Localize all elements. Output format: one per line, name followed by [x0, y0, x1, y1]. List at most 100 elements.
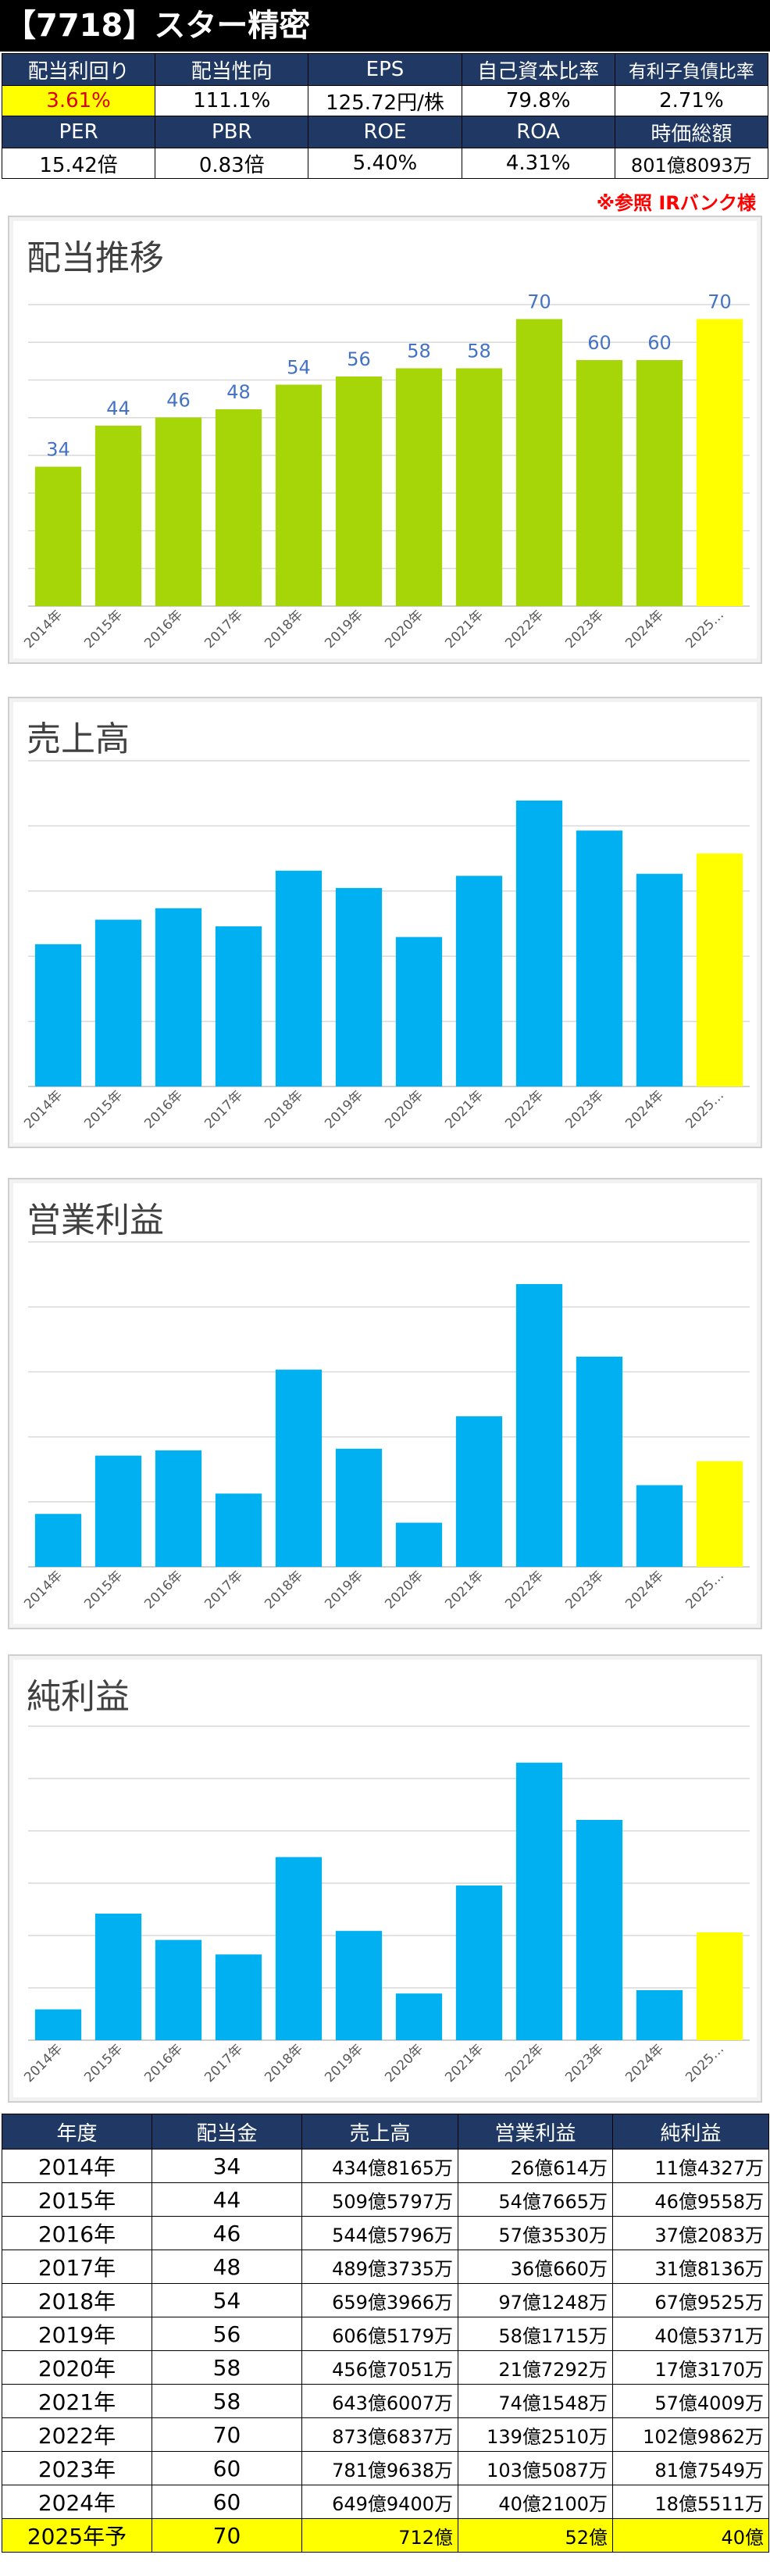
- dividend-cell: 58: [152, 2384, 302, 2418]
- bar: [215, 409, 262, 606]
- net-profit-cell: 40億5371万: [612, 2317, 769, 2351]
- net-profit-cell: 37億2083万: [612, 2216, 769, 2250]
- x-tick-label: 2025…: [683, 1568, 727, 1612]
- x-tick-label: 2025…: [683, 2041, 727, 2085]
- x-tick-label: 2021年: [442, 607, 487, 651]
- x-tick-label: 2014年: [21, 1568, 66, 1612]
- sales-cell: 659億3966万: [301, 2283, 458, 2317]
- bar: [455, 368, 503, 606]
- x-tick-label: 2023年: [562, 2041, 607, 2085]
- dividend-chart: 34 2014年 44 2015年 46 2016年 48 2017年 54 2018年 56 201…: [21, 291, 750, 651]
- x-tick-label: 2018年: [262, 2041, 306, 2085]
- sales-cell: 712億: [301, 2518, 458, 2553]
- dividend-cell: 46: [152, 2216, 302, 2250]
- x-tick-label: 2019年: [322, 607, 366, 651]
- x-tick-label: 2015年: [81, 2041, 126, 2085]
- column-header: 営業利益: [458, 2114, 613, 2150]
- data-label: 44: [106, 398, 130, 419]
- metric-label: 配当利回り: [1, 53, 156, 86]
- metric-label: ROA: [461, 116, 615, 148]
- x-tick-label: 2022年: [502, 2041, 547, 2085]
- bar: [34, 466, 82, 606]
- sales-cell: 873億6837万: [301, 2417, 458, 2452]
- x-tick-label: 2020年: [382, 2041, 426, 2085]
- dividend-yield-value: 3.61%: [1, 85, 156, 116]
- chart-title: 営業利益: [27, 1201, 164, 1240]
- sales-cell: 649億9400万: [301, 2485, 458, 2519]
- year-cell: 2023年: [2, 2451, 152, 2485]
- table-row: 2023年 60 781億9638万 103億5087万 81億7549万: [2, 2451, 769, 2485]
- year-cell: 2017年: [2, 2250, 152, 2284]
- chart-title: 配当推移: [27, 238, 164, 278]
- x-tick-label: 2015年: [81, 1087, 126, 1132]
- x-tick-label: 2020年: [382, 1087, 426, 1132]
- bar: [155, 1450, 202, 1567]
- sales-cell: 643億6007万: [301, 2384, 458, 2418]
- bar: [275, 384, 323, 606]
- table-row: 2019年 56 606億5179万 58億1715万 40億5371万: [2, 2317, 769, 2351]
- x-tick-label: 2015年: [81, 1568, 126, 1612]
- forecast-row: 2025年予 70 712億 52億 40億: [2, 2518, 769, 2553]
- bar: [636, 873, 683, 1086]
- metric-label: ROE: [308, 116, 462, 148]
- x-tick-label: 2019年: [322, 1087, 366, 1132]
- bar: [636, 360, 683, 606]
- x-tick-label: 2014年: [21, 2041, 66, 2085]
- net-profit-cell: 40億: [612, 2518, 769, 2553]
- x-tick-label: 2015年: [81, 607, 126, 651]
- net-profit-cell: 31億8136万: [612, 2250, 769, 2284]
- column-header: 配当金: [152, 2114, 302, 2150]
- data-label: 34: [46, 439, 70, 461]
- x-tick-label: 2022年: [502, 1568, 547, 1612]
- metrics-value-row-1: 3.61% 111.1% 125.72円/株 79.8% 2.71%: [1, 85, 769, 116]
- net-profit-cell: 11億4327万: [612, 2149, 769, 2183]
- bar: [34, 1514, 82, 1567]
- net-profit-cell: 102億9862万: [612, 2417, 769, 2452]
- bar: [94, 426, 142, 606]
- table-row: 2021年 58 643億6007万 74億1548万 57億4009万: [2, 2384, 769, 2418]
- dividend-cell: 70: [152, 2518, 302, 2553]
- bar: [576, 1356, 623, 1567]
- x-tick-label: 2018年: [262, 1568, 306, 1612]
- forecast-bar: [696, 853, 743, 1086]
- x-tick-label: 2021年: [442, 1568, 487, 1612]
- equity-ratio-value: 79.8%: [461, 85, 615, 116]
- operating-profit-cell: 97億1248万: [458, 2283, 613, 2317]
- x-tick-label: 2021年: [442, 1087, 487, 1132]
- x-tick-label: 2017年: [201, 607, 246, 651]
- source-note: ※参照 IRバンク様: [596, 192, 756, 214]
- operating-profit-chart: 2014年 2015年 2016年 2017年 2018年 2019年 2020年 2021年…: [21, 1241, 750, 1612]
- x-tick-label: 2016年: [141, 2041, 186, 2085]
- bar: [275, 1369, 323, 1567]
- dividend-cell: 70: [152, 2417, 302, 2452]
- bar: [215, 1954, 262, 2040]
- bar: [155, 417, 202, 606]
- payout-ratio-value: 111.1%: [155, 85, 309, 116]
- forecast-bar: [696, 1461, 743, 1567]
- year-cell: 2016年: [2, 2216, 152, 2250]
- x-tick-label: 2014年: [21, 1087, 66, 1132]
- table-row: 2020年 58 456億7051万 21億7292万 17億3170万: [2, 2350, 769, 2385]
- sales-chart-panel: 売上高 2014年 2015年 2016年 2017年 2018年 2019年 2020年 2…: [8, 697, 762, 1148]
- dividend-chart-panel: 配当推移 34 2014年 44 2015年 46 2016年 48 2017年 54 2018年…: [8, 216, 762, 664]
- per-value: 15.42倍: [1, 148, 156, 179]
- bar: [576, 360, 623, 606]
- metrics-grid: 配当利回り 配当性向 EPS 自己資本比率 有利子負債比率 3.61% 111.…: [1, 53, 769, 179]
- dividend-cell: 44: [152, 2182, 302, 2217]
- x-tick-label: 2025…: [683, 607, 727, 651]
- year-cell: 2014年: [2, 2149, 152, 2183]
- bar: [455, 1416, 503, 1567]
- eps-value: 125.72円/株: [308, 85, 462, 116]
- bar: [34, 944, 82, 1086]
- operating-profit-cell: 21億7292万: [458, 2350, 613, 2385]
- sales-cell: 456億7051万: [301, 2350, 458, 2385]
- metrics-label-row-2: PER PBR ROE ROA 時価総額: [1, 116, 769, 148]
- operating-profit-cell: 58億1715万: [458, 2317, 613, 2351]
- pbr-value: 0.83倍: [155, 148, 309, 179]
- x-tick-label: 2024年: [622, 2041, 667, 2085]
- data-label: 54: [287, 357, 311, 379]
- metric-label: 時価総額: [614, 116, 769, 148]
- x-tick-label: 2017年: [201, 1087, 246, 1132]
- x-tick-label: 2025…: [683, 1087, 727, 1132]
- x-tick-label: 2014年: [21, 607, 66, 651]
